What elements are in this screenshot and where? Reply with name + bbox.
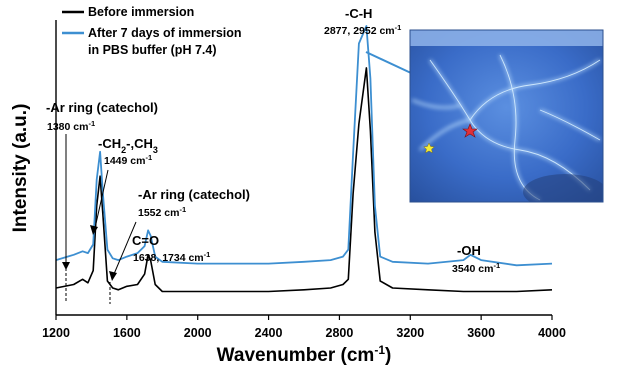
annotation-ar1-arrowhead [62, 262, 70, 270]
annotation-ch2-ch3: -CH2-,CH3 1449 cm-1 [90, 136, 158, 235]
annotation-ar2-sub: 1552 cm-1 [138, 205, 186, 220]
annotation-ch-label: -C-H [345, 6, 372, 21]
micrograph-inset [410, 30, 603, 202]
annotation-ar2-leader [113, 221, 137, 275]
x-tick-label-4000: 4000 [538, 326, 566, 340]
micrograph-frame [409, 29, 604, 203]
series-line-before-immersion [55, 67, 553, 293]
legend: Before immersion After 7 days of immersi… [62, 5, 242, 57]
annotation-oh: -OH 3540 cm-1 [452, 243, 500, 275]
annotation-ar2-label: -Ar ring (catechol) [138, 187, 250, 202]
annotation-c-o: C=O 1638, 1734 cm-1 [132, 233, 210, 264]
annotation-oh-label: -OH [457, 243, 481, 258]
annotation-c-h: -C-H 2877, 2952 cm-1 [324, 6, 401, 37]
plot-area [55, 25, 553, 293]
annotation-ch2-leader [94, 169, 109, 229]
micrograph-dark-region [523, 174, 603, 202]
x-tick-label-2400: 2400 [255, 326, 283, 340]
y-axis-title: Intensity (a.u.) [10, 104, 31, 233]
x-tick-label-2000: 2000 [184, 326, 212, 340]
x-axis-title: Wavenumber (cm-1) [217, 343, 392, 366]
legend-label-after-1: After 7 days of immersion [88, 26, 242, 40]
annotation-co-label: C=O [132, 233, 159, 248]
legend-label-after-2: in PBS buffer (pH 7.4) [88, 43, 216, 57]
annotation-ch2-label: -CH2-,CH3 [98, 136, 158, 155]
annotation-ch2-arrowhead [90, 225, 98, 235]
annotation-ar2-arrowhead [109, 271, 117, 281]
annotation-ar1-label: -Ar ring (catechol) [46, 100, 158, 115]
annotation-ar-ring-1380: -Ar ring (catechol) 1380 cm-1 [46, 100, 158, 302]
annotation-ch-sub: 2877, 2952 cm-1 [324, 23, 401, 38]
x-tick-label-3600: 3600 [467, 326, 495, 340]
micrograph-top-band [410, 30, 603, 46]
micrograph-leader [365, 51, 412, 74]
series-line-after-immersion [55, 25, 553, 267]
yellow-star-marker [423, 142, 435, 154]
x-tick-label-1600: 1600 [113, 326, 141, 340]
red-star-marker [462, 123, 478, 138]
x-ticks: 1200 1600 2000 2400 2800 3200 3600 4000 [42, 315, 566, 340]
annotation-ar-ring-1552: -Ar ring (catechol) 1552 cm-1 [109, 187, 250, 304]
x-tick-label-2800: 2800 [326, 326, 354, 340]
legend-label-before: Before immersion [88, 5, 194, 19]
x-tick-label-3200: 3200 [396, 326, 424, 340]
annotation-ar1-sub: 1380 cm-1 [47, 119, 95, 134]
annotation-ch2-sub: 1449 cm-1 [104, 153, 152, 168]
annotation-oh-sub: 3540 cm-1 [452, 261, 500, 276]
x-tick-label-1200: 1200 [42, 326, 70, 340]
annotation-co-sub: 1638, 1734 cm-1 [133, 250, 210, 265]
